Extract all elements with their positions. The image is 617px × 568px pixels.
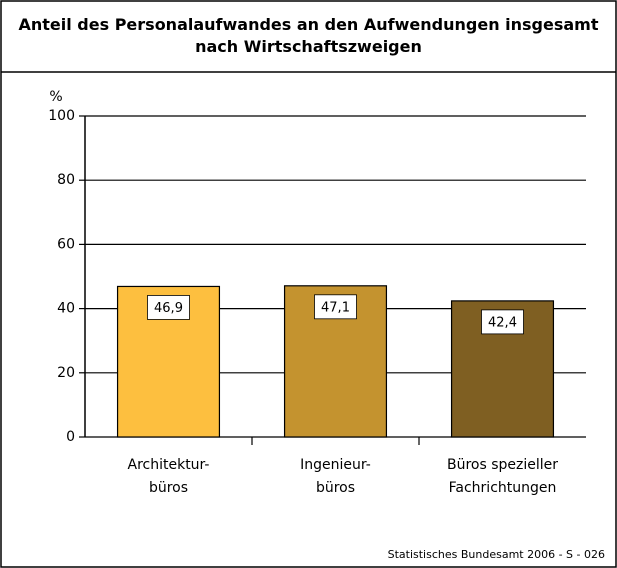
x-tick-label-line: büros [316,480,355,496]
x-tick-label-line: Ingenieur- [300,457,371,473]
source: Statistisches Bundesamt 2006 - S - 026 [388,548,605,561]
y-tick-label: 80 [57,172,75,188]
value-label: 46,9 [154,301,183,316]
y-tick-label: 100 [48,108,75,124]
x-tick-label: Ingenieur-büros [300,457,371,496]
value-label-box [147,295,190,320]
x-tick-label: Büros spezieller Fachrichtungen [447,457,558,496]
x-tick-label-line: Büros spezieller [447,457,558,473]
y-tick-label: 40 [57,301,75,317]
x-tick-label: Architektur-büros [128,457,210,496]
chart-title: Anteil des Personalaufwandes an den Aufw… [18,15,599,56]
y-tick-label: 20 [57,365,75,381]
value-label: 42,4 [488,315,517,330]
value-label: 47,1 [321,300,350,315]
value-label-box [314,294,357,320]
value-label-box [481,309,524,335]
y-tick-label: 60 [57,236,75,252]
x-tick-label-line: Architektur- [128,457,210,473]
x-tick-label-line: büros [149,480,188,496]
y-axis-label: % [49,89,62,105]
y-tick-label: 0 [66,429,75,445]
x-tick-label-line: Fachrichtungen [449,480,557,496]
